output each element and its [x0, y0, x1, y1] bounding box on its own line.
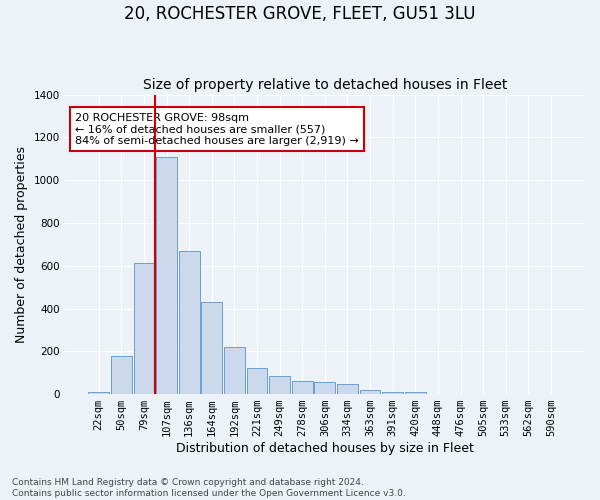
Text: 20 ROCHESTER GROVE: 98sqm
← 16% of detached houses are smaller (557)
84% of semi: 20 ROCHESTER GROVE: 98sqm ← 16% of detac…	[75, 112, 359, 146]
Bar	[224, 347, 245, 394]
Bar	[179, 250, 200, 394]
Bar	[202, 302, 222, 394]
Text: Contains HM Land Registry data © Crown copyright and database right 2024.
Contai: Contains HM Land Registry data © Crown c…	[12, 478, 406, 498]
Bar	[337, 384, 358, 394]
Bar	[88, 392, 109, 394]
Bar	[359, 390, 380, 394]
Bar	[314, 382, 335, 394]
Bar	[269, 376, 290, 394]
Bar	[382, 392, 403, 394]
Bar	[156, 156, 177, 394]
Bar	[405, 392, 425, 394]
Text: 20, ROCHESTER GROVE, FLEET, GU51 3LU: 20, ROCHESTER GROVE, FLEET, GU51 3LU	[124, 5, 476, 23]
Bar	[134, 262, 154, 394]
Bar	[247, 368, 268, 394]
X-axis label: Distribution of detached houses by size in Fleet: Distribution of detached houses by size …	[176, 442, 474, 455]
Y-axis label: Number of detached properties: Number of detached properties	[15, 146, 28, 343]
Bar	[111, 356, 132, 394]
Title: Size of property relative to detached houses in Fleet: Size of property relative to detached ho…	[143, 78, 507, 92]
Bar	[292, 381, 313, 394]
